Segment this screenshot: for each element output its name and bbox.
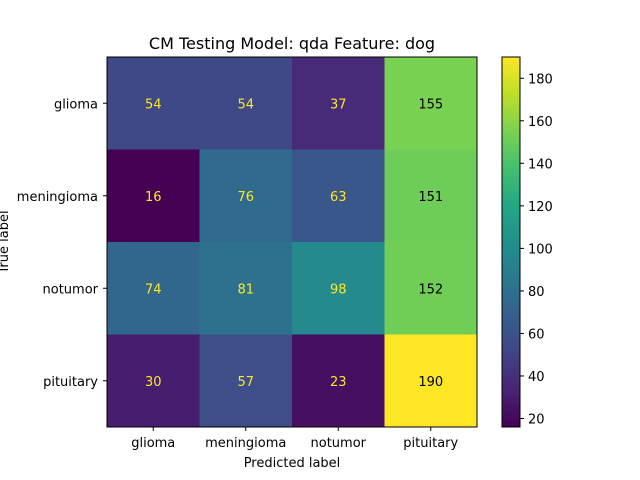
colorbar-ticks: 20 40 60 80 100 120 140 160 180	[520, 72, 553, 427]
heatmap-cell	[199, 242, 293, 335]
heatmap-cell	[292, 149, 385, 243]
cell-value-label: 57	[237, 375, 254, 390]
cell-value-label: 190	[418, 375, 443, 390]
plot-frame	[106, 56, 478, 428]
cell-value-label: 152	[418, 282, 443, 297]
cell-value-label: 16	[145, 190, 162, 205]
y-axis: glioma meningioma notumor pituitary	[17, 97, 107, 390]
colorbar-tick-label: 100	[528, 242, 553, 257]
colorbar-tick-label: 80	[528, 285, 545, 300]
cell-value-label: 76	[237, 190, 254, 205]
heatmap-cell	[107, 149, 200, 243]
colorbar-tick-label: 20	[528, 412, 545, 427]
x-tick-label: pituitary	[403, 436, 458, 451]
heatmap-cell	[384, 334, 478, 428]
chart-title: CM Testing Model: qda Feature: dog	[149, 34, 435, 53]
cell-value-label: 23	[330, 375, 347, 390]
cell-value-label: 63	[330, 190, 347, 205]
colorbar-tick-label: 160	[528, 115, 553, 130]
heatmap-cell	[199, 57, 293, 150]
heatmap-cell	[107, 57, 200, 150]
heatmap-cell	[107, 242, 200, 335]
y-tick-label: meningioma	[17, 190, 98, 205]
heatmap-cell	[384, 57, 478, 150]
x-axis-label: Predicted label	[244, 456, 341, 471]
heatmap-cell	[292, 242, 385, 335]
y-tick-label: notumor	[43, 282, 99, 297]
heatmap-cell	[199, 149, 293, 243]
colorbar	[501, 56, 521, 428]
cell-value-label: 37	[330, 97, 347, 112]
cell-value-label: 54	[237, 97, 254, 112]
x-axis: glioma meningioma notumor pituitary	[131, 427, 459, 451]
cell-value-label: 30	[145, 375, 162, 390]
y-axis-label: True label	[0, 210, 12, 274]
y-tick-label: glioma	[54, 97, 98, 112]
y-tick-label: pituitary	[43, 375, 98, 390]
cell-value-label: 98	[330, 282, 347, 297]
colorbar-tick-label: 120	[528, 200, 553, 215]
colorbar-tick-label: 40	[528, 370, 545, 385]
heatmap-cell	[107, 334, 200, 428]
heatmap-cell	[384, 149, 478, 243]
cell-value-label: 74	[145, 282, 162, 297]
colorbar-tick-label: 140	[528, 157, 553, 172]
heatmap-cell	[292, 57, 385, 150]
cell-value-label: 151	[418, 190, 443, 205]
heatmap-cell	[292, 334, 385, 428]
colorbar-tick-label: 60	[528, 327, 545, 342]
x-tick-label: meningioma	[205, 436, 286, 451]
x-tick-label: notumor	[311, 436, 367, 451]
cell-value-label: 54	[145, 97, 162, 112]
cell-value-label: 81	[237, 282, 254, 297]
x-tick-label: glioma	[131, 436, 175, 451]
cell-value-label: 155	[418, 97, 443, 112]
heatmap-cells: 54 54 37 155 16 76 63 151 74 81 98 152 30 57 23 190	[107, 57, 478, 428]
colorbar-tick-label: 180	[528, 72, 553, 87]
heatmap-cell	[199, 334, 293, 428]
heatmap-cell	[384, 242, 478, 335]
